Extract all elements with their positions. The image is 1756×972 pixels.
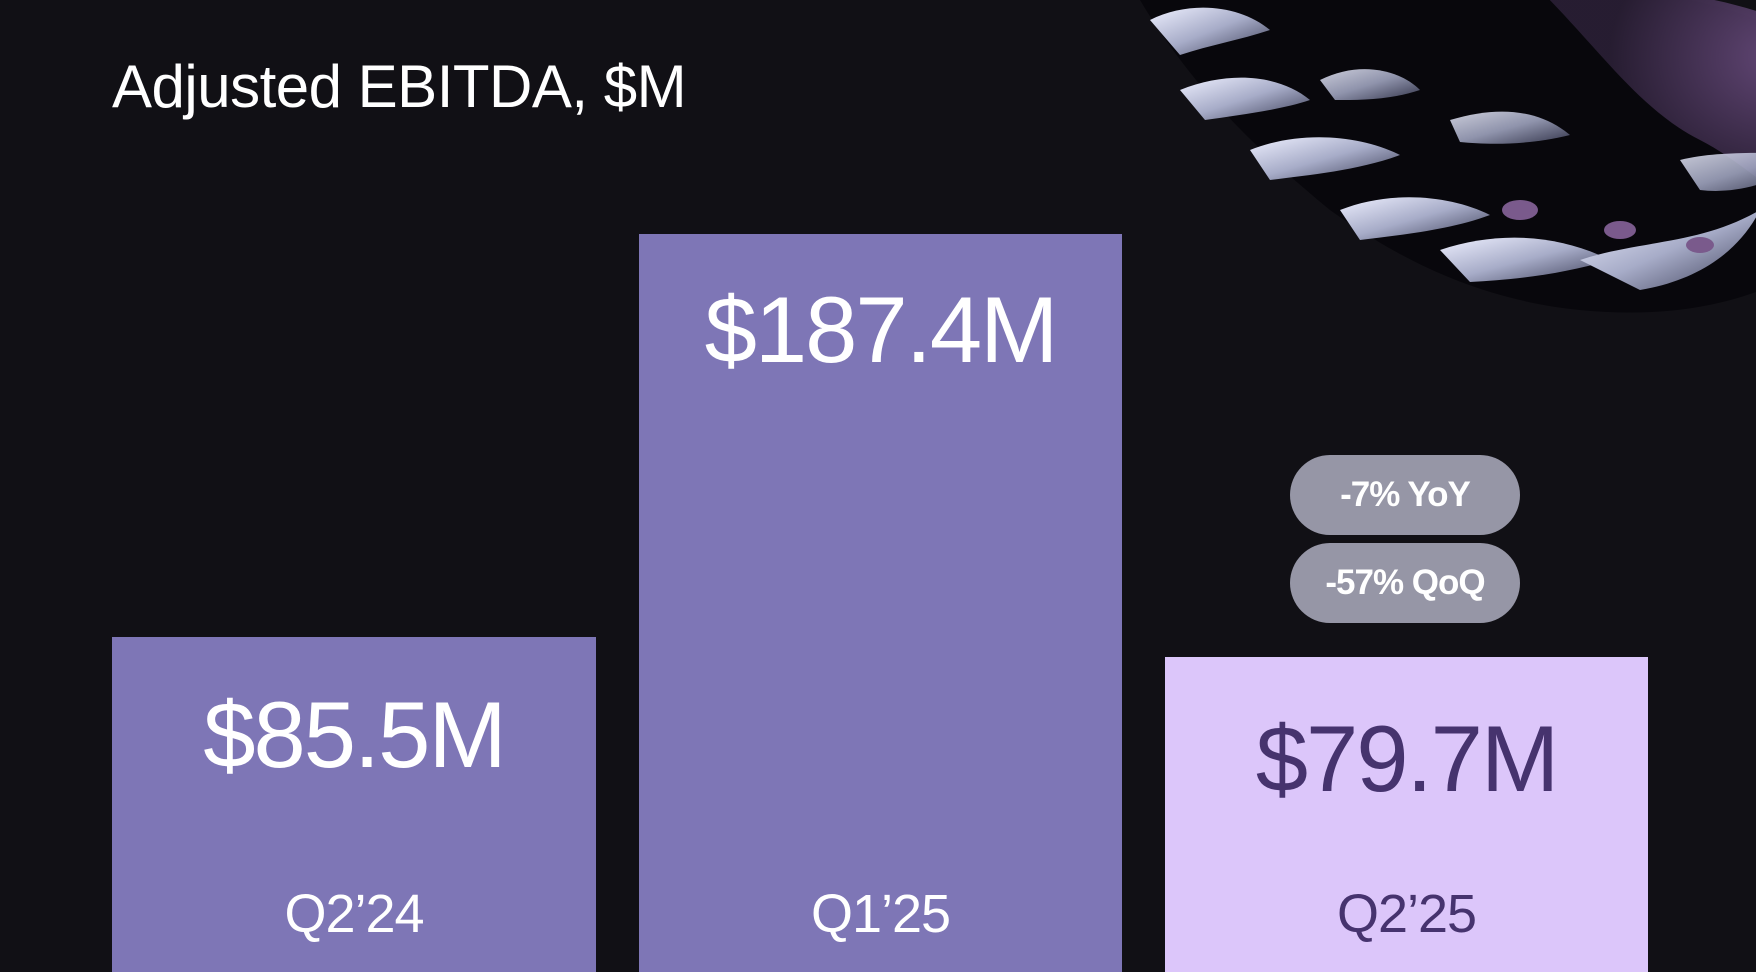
- bar-q2-25: $79.7M Q2’25: [1165, 657, 1648, 972]
- bar-category-label: Q1’25: [810, 884, 951, 944]
- qoq-change-badge: -57% QoQ: [1290, 543, 1520, 623]
- chart-title: Adjusted EBITDA, $M: [112, 53, 687, 120]
- bar-value-label: $79.7M: [1255, 706, 1560, 811]
- chrome-blob-decoration-icon: [1140, 0, 1756, 313]
- yoy-change-badge: -7% YoY: [1290, 455, 1520, 535]
- bar-value-label: $187.4M: [704, 277, 1059, 382]
- bar-q2-24: $85.5M Q2’24: [112, 637, 596, 972]
- bar-category-label: Q2’24: [284, 884, 424, 944]
- bar-q1-25: $187.4M Q1’25: [639, 234, 1122, 972]
- bar-category-label: Q2’25: [1336, 884, 1477, 944]
- bar-value-label: $85.5M: [203, 682, 507, 787]
